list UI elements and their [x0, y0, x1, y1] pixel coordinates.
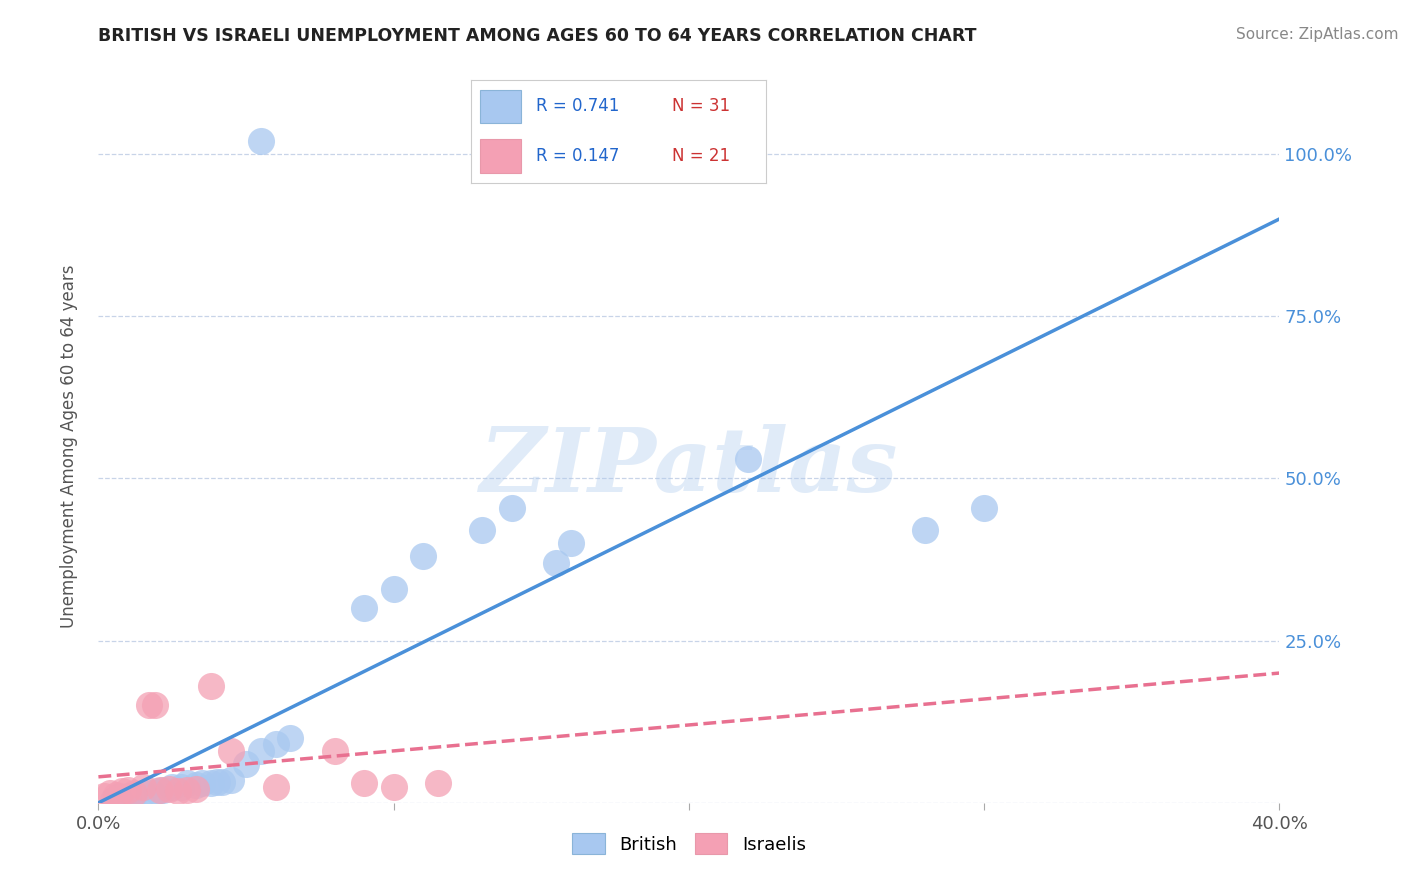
Point [149, 782, 172, 797]
Point [146, 784, 169, 798]
Point [157, 781, 180, 796]
Point [108, 789, 131, 804]
Point [200, 776, 222, 790]
Point [219, 744, 242, 758]
Point [353, 776, 375, 790]
Point [162, 780, 183, 794]
FancyBboxPatch shape [479, 139, 522, 173]
Text: BRITISH VS ISRAELI UNEMPLOYMENT AMONG AGES 60 TO 64 YEARS CORRELATION CHART: BRITISH VS ISRAELI UNEMPLOYMENT AMONG AG… [98, 27, 977, 45]
Point [323, 744, 346, 758]
Point [132, 786, 155, 800]
Point [250, 744, 273, 758]
Point [353, 601, 375, 615]
Point [117, 782, 139, 797]
Text: R = 0.147: R = 0.147 [536, 146, 619, 165]
Point [560, 536, 582, 550]
Point [176, 776, 198, 790]
Point [427, 776, 450, 790]
Point [105, 788, 128, 802]
Y-axis label: Unemployment Among Ages 60 to 64 years: Unemployment Among Ages 60 to 64 years [59, 264, 77, 628]
Point [278, 731, 302, 745]
Text: ZIPatlas: ZIPatlas [481, 425, 897, 510]
Point [973, 500, 995, 515]
Point [250, 134, 273, 148]
Point [111, 784, 134, 798]
Point [914, 524, 936, 538]
Point [122, 788, 145, 802]
Point [98, 786, 121, 800]
Point [737, 452, 759, 467]
Point [184, 781, 207, 796]
Point [211, 775, 233, 789]
Point [117, 789, 139, 804]
Point [122, 786, 145, 800]
FancyBboxPatch shape [479, 89, 522, 123]
Point [264, 738, 287, 752]
Legend: British, Israelis: British, Israelis [565, 826, 813, 862]
Point [200, 679, 222, 693]
Point [152, 782, 174, 797]
Point [471, 524, 494, 538]
Point [501, 500, 523, 515]
Point [264, 780, 287, 794]
Point [138, 698, 160, 713]
Point [132, 780, 155, 794]
Point [412, 549, 434, 564]
Point [170, 780, 193, 794]
Point [93, 789, 115, 804]
Point [382, 780, 405, 794]
Point [184, 778, 207, 792]
Text: N = 31: N = 31 [672, 97, 730, 115]
Text: N = 21: N = 21 [672, 146, 730, 165]
Point [205, 775, 228, 789]
Point [167, 784, 190, 798]
Point [219, 773, 242, 788]
Point [382, 582, 405, 596]
Text: Source: ZipAtlas.com: Source: ZipAtlas.com [1236, 27, 1399, 42]
Text: R = 0.741: R = 0.741 [536, 97, 619, 115]
Point [176, 782, 198, 797]
Point [546, 556, 568, 570]
Point [141, 786, 163, 800]
Point [191, 776, 214, 790]
Point [103, 792, 125, 806]
Point [143, 698, 166, 713]
Point [235, 756, 257, 771]
